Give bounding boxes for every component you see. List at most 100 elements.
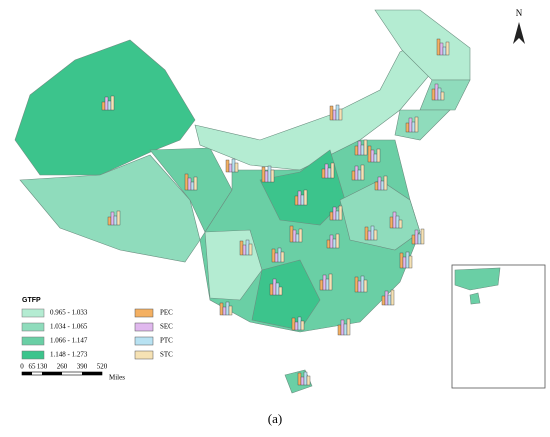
provinces [14, 9, 471, 394]
province-icon-bar [373, 229, 378, 241]
legend-label: STC [160, 351, 173, 359]
province-icon-bar [354, 165, 359, 181]
province-icon-bar [110, 211, 115, 226]
legend-swatch [134, 308, 154, 318]
province-icon-bar [357, 140, 362, 156]
province-icon-bar [360, 144, 365, 156]
scale-bar [42, 372, 62, 375]
province-icon-bar [335, 104, 340, 121]
province-icon-bar [329, 105, 334, 121]
scale-tick-label: 260 [57, 363, 68, 371]
province-icon-bar [242, 244, 247, 256]
province-icon-bar [228, 163, 233, 173]
province-icon-bar [294, 321, 299, 331]
province-icon-bar [340, 319, 345, 336]
province-icon-bar [383, 175, 388, 191]
province-icon-bar [187, 177, 192, 191]
province-icon-bar [193, 176, 198, 191]
province-icon-bar [346, 318, 351, 336]
legend-title: GTFP [22, 297, 41, 304]
province-icon-bar [330, 162, 335, 179]
province-icon-bar [335, 210, 340, 221]
province-icon-bar [325, 278, 330, 291]
province-icon-bar [408, 117, 413, 133]
province-icon-bar [411, 121, 416, 133]
legend-label: SEC [160, 323, 173, 331]
province-icon-bar [300, 320, 305, 331]
province-icon-bar [376, 148, 381, 163]
province-icon-bar [384, 290, 389, 306]
inset [451, 264, 546, 389]
province-icon-bar [364, 226, 369, 241]
province-icon-bar [434, 83, 439, 101]
province-icon-bar [329, 234, 334, 249]
province-icon-bar [234, 162, 239, 173]
province-icon-bar [300, 376, 305, 386]
province-icon-bar [395, 215, 400, 229]
province-icon-bar [324, 163, 329, 179]
scale-tick-label: 130 [37, 363, 48, 371]
province-icon-bar [291, 317, 296, 331]
province-icon-bar [271, 248, 276, 263]
province-icon-bar [338, 108, 343, 121]
province-icon-bar [445, 41, 450, 56]
province-icon-bar [442, 46, 447, 56]
province-icon-bar [321, 168, 326, 179]
province-icon-bar [277, 247, 282, 263]
province-icon-bar [390, 289, 395, 306]
province-icon-bar [363, 279, 368, 293]
province-icon-bar [327, 167, 332, 179]
province-icon-bar [101, 101, 106, 111]
province-icon-bar [303, 189, 308, 206]
province-icon-bar [319, 279, 324, 291]
region [419, 79, 471, 111]
province-icon-bar [264, 170, 269, 183]
legend-swatch [134, 336, 154, 346]
province-icon-bar [431, 88, 436, 101]
legend-swatch [134, 322, 154, 332]
province-icon-bar [374, 181, 379, 191]
legend-label: 1.148 - 1.273 [50, 351, 88, 359]
province-icon-bar [297, 190, 302, 206]
legend-swatch [21, 322, 45, 332]
province-icon-bar [278, 286, 283, 296]
province-icon-bar [332, 238, 337, 249]
region [394, 109, 451, 141]
province-icon-bar [110, 95, 115, 111]
province-icon-bar [297, 316, 302, 331]
province-icon-bar [439, 42, 444, 56]
province-icon-bar [295, 233, 300, 243]
province-icon-bar [280, 251, 285, 263]
province-icon-bar [367, 145, 372, 163]
province-icon-bar [354, 145, 359, 156]
province-icon-bar [298, 228, 303, 243]
province-icon-bar [332, 109, 337, 121]
province-icon-bar [408, 255, 413, 269]
scale-tick-label: 65 [29, 363, 37, 371]
province-icon-bar [300, 194, 305, 206]
scale-tick-label: 520 [97, 363, 108, 371]
legend-swatch [21, 336, 45, 346]
province-icon-bar [248, 243, 253, 256]
province-icon-bar [367, 230, 372, 241]
province-icon-bar [380, 180, 385, 191]
north-arrow-icon [513, 22, 525, 44]
province-icon-bar [440, 91, 445, 101]
province-icon-bar [437, 87, 442, 101]
province-icon-bar [269, 283, 274, 296]
province-icon-bar [392, 211, 397, 229]
scale-bar [22, 372, 32, 375]
province-icon-bar [275, 282, 280, 296]
province-icon-bar [294, 195, 299, 206]
province-icon-bar [190, 181, 195, 191]
province-icon-bar [219, 302, 224, 316]
province-icon-bar [357, 169, 362, 181]
province-icon-bar [399, 252, 404, 269]
caption: (a) [268, 411, 282, 426]
province-icon-bar [402, 256, 407, 269]
province-icon-bar [222, 306, 227, 316]
province-icon-bar [436, 38, 441, 56]
region [469, 292, 481, 305]
province-icon-bar [363, 139, 368, 156]
